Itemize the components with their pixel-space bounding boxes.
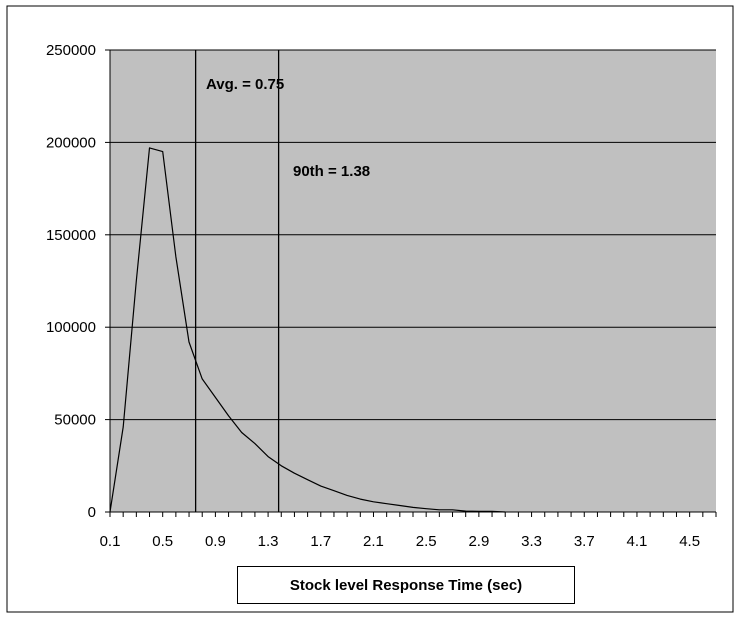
y-tick-label: 200000 — [46, 134, 96, 151]
gridlines — [110, 49, 716, 421]
y-tick-label: 100000 — [46, 319, 96, 336]
x-tick-label: 1.3 — [258, 533, 279, 550]
x-tick-label: 4.5 — [679, 533, 700, 550]
x-tick-label: 3.3 — [521, 533, 542, 550]
x-tick-label: 0.1 — [100, 533, 121, 550]
x-tick-label: 2.5 — [416, 533, 437, 550]
series-layer — [109, 147, 506, 513]
x-tick-label: 0.5 — [152, 533, 173, 550]
y-tick-label: 250000 — [46, 42, 96, 59]
y-tick-label: 0 — [88, 504, 96, 521]
x-tick-label: 4.1 — [627, 533, 648, 550]
y-tick-label: 50000 — [54, 412, 96, 429]
x-tick-label: 3.7 — [574, 533, 595, 550]
reference-lines: Avg. = 0.75 90th = 1.38 — [194, 50, 370, 512]
y-tick-label: 150000 — [46, 227, 96, 244]
series-line — [109, 147, 506, 513]
x-axis-title: Stock level Response Time (sec) — [237, 566, 575, 604]
x-tick-label: 0.9 — [205, 533, 226, 550]
x-tick-label: 1.7 — [310, 533, 331, 550]
x-tick-labels: 0.1 0.5 0.9 1.3 1.7 2.1 2.5 2.9 3.3 3.7 4.1 4.5 — [100, 533, 701, 550]
reference-line-label: 90th = 1.38 — [293, 163, 370, 180]
axes — [105, 49, 717, 517]
plot-area — [110, 50, 716, 512]
x-tick-label: 2.9 — [468, 533, 489, 550]
y-tick-labels: 0 50000 100000 150000 200000 250000 — [46, 42, 96, 521]
x-tick-label: 2.1 — [363, 533, 384, 550]
reference-line-label: Avg. = 0.75 — [206, 76, 284, 93]
